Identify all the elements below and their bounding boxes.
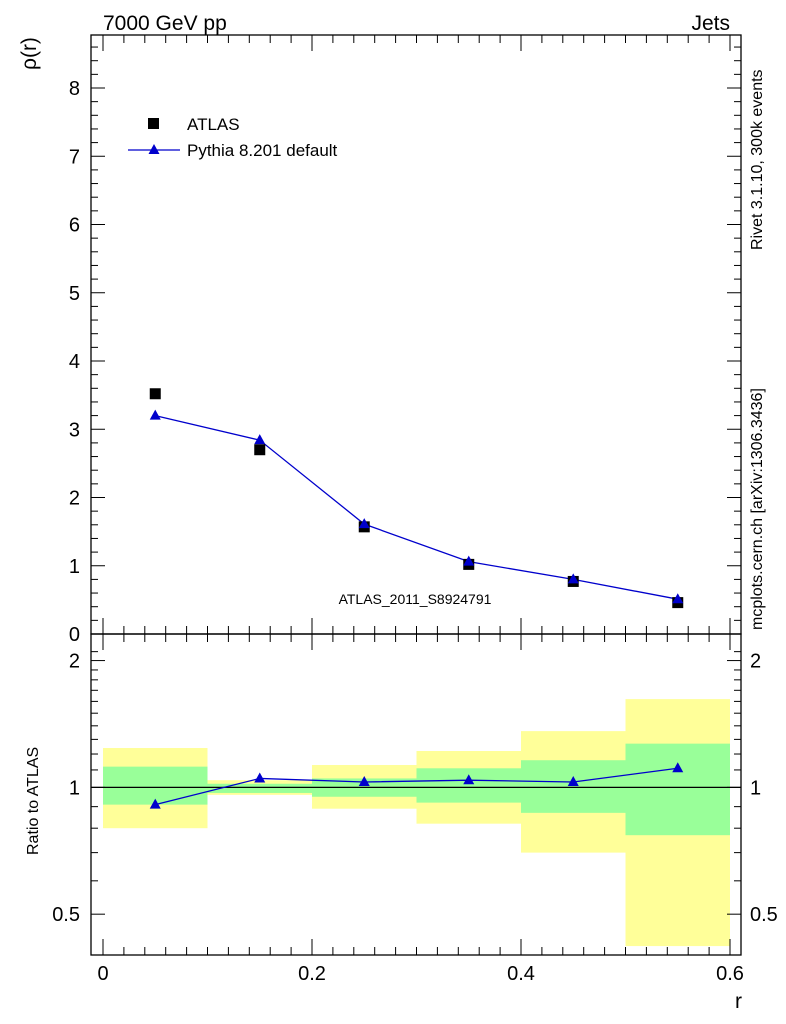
x-tick-label: 0 (97, 963, 108, 985)
legend-pythia-label: Pythia 8.201 default (187, 141, 338, 160)
pythia-point (358, 518, 370, 529)
x-tick-label: 0.2 (298, 963, 326, 985)
ratio-plot (149, 762, 684, 809)
legend-pythia-marker (148, 144, 160, 154)
mcplots-label: mcplots.cern.ch [arXiv:1306.3436] (749, 388, 766, 630)
ratio-point (149, 798, 161, 809)
header-right: Jets (691, 12, 730, 35)
pythia-point (567, 573, 579, 584)
analysis-label: ATLAS_2011_S8924791 (339, 591, 492, 607)
y-tick-label: 5 (69, 283, 80, 305)
x-axis-label: r (735, 990, 742, 1013)
y-tick-label: 4 (69, 351, 80, 373)
legend: ATLAS Pythia 8.201 default (128, 115, 338, 160)
inner-band-bin (521, 760, 626, 813)
ratio-series-line (155, 767, 678, 806)
pythia-line (155, 414, 678, 600)
y-tick-label: 0 (69, 624, 80, 646)
ratio-tick-label-right: 0.5 (750, 904, 778, 926)
ratio-tick-label-left: 1 (69, 777, 80, 799)
pythia-point (254, 434, 266, 445)
y-tick-label: 2 (69, 488, 80, 510)
rivet-label: Rivet 3.1.10, 300k events (749, 69, 766, 250)
axes: 0 1 2 3 4 5 6 7 8 0 0.2 0.4 0.6 0.5 0.5 1 1 2 2 (52, 34, 778, 985)
legend-atlas-label: ATLAS (187, 115, 240, 134)
main-ylabel: ρ(r) (18, 37, 41, 70)
y-tick-label: 6 (69, 215, 80, 237)
inner-band-bin (625, 743, 730, 836)
inner-band-bin (103, 766, 208, 805)
ratio-bands (91, 699, 741, 947)
ratio-tick-label-right: 1 (750, 777, 761, 799)
ratio-point (358, 775, 370, 786)
y-tick-label: 8 (69, 78, 80, 100)
ratio-point (463, 774, 475, 785)
y-tick-label: 3 (69, 419, 80, 441)
pythia-point (149, 409, 161, 420)
ratio-point (672, 762, 684, 773)
legend-atlas-marker (148, 118, 159, 129)
ratio-tick-label-left: 2 (69, 651, 80, 673)
pythia-point (672, 593, 684, 604)
atlas-point (149, 388, 161, 400)
ratio-point (254, 772, 266, 783)
atlas-point (254, 444, 266, 456)
inner-band-bin (416, 768, 521, 803)
header-left: 7000 GeV pp (103, 12, 227, 35)
ratio-tick-label-left: 0.5 (52, 904, 80, 926)
ratio-ylabel: Ratio to ATLAS (25, 747, 42, 855)
main-plot (149, 388, 684, 609)
x-tick-label: 0.6 (716, 963, 744, 985)
pythia-point (463, 555, 475, 566)
y-tick-label: 1 (69, 556, 80, 578)
ratio-tick-label-right: 2 (750, 651, 761, 673)
x-tick-label: 0.4 (507, 963, 535, 985)
inner-band-bin (207, 783, 312, 793)
ratio-point (567, 775, 579, 786)
y-tick-label: 7 (69, 146, 80, 168)
